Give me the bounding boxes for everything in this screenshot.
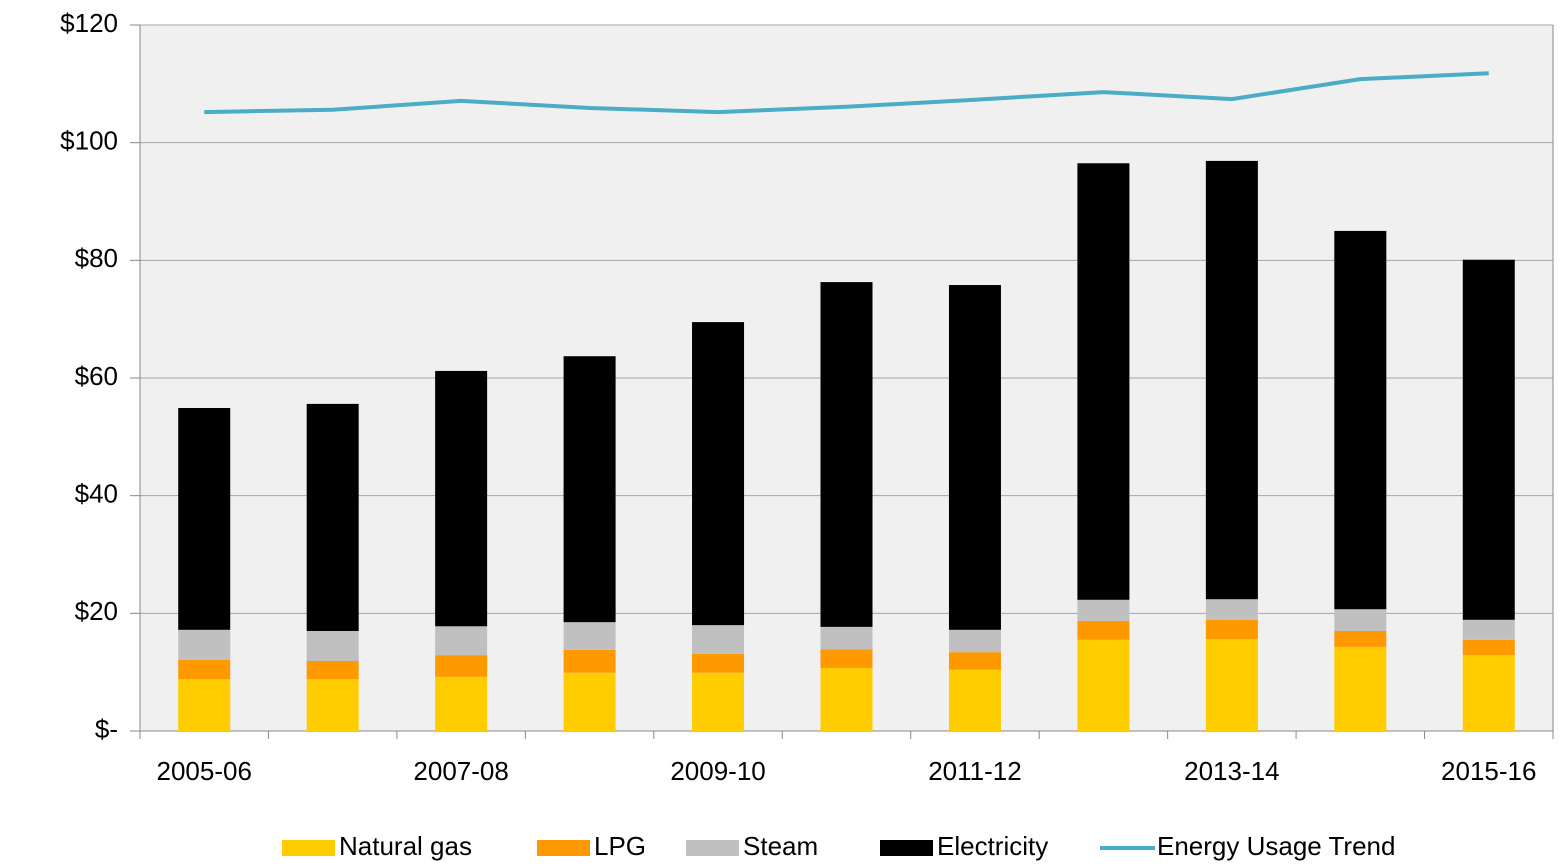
legend-label: Steam [743,831,818,861]
x-tick-label: 2009-10 [670,756,765,786]
y-tick-label: $40 [75,479,118,509]
bar-segment [1462,619,1515,640]
x-tick-label: 2007-08 [413,756,508,786]
legend-label: Energy Usage Trend [1157,831,1395,861]
legend-label: LPG [594,831,646,861]
x-tick-label: 2011-12 [928,756,1022,786]
legend-swatch [282,840,335,856]
bar-segment [1205,639,1258,731]
bar-segment [1334,609,1387,631]
y-tick-label: $80 [75,243,118,273]
y-tick-label: $- [95,714,118,744]
bar-segment [692,672,745,731]
bar-segment [435,370,488,627]
bar-segment [306,679,359,731]
bar-segment [435,655,488,677]
bar-segment [948,285,1001,630]
y-tick-label: $20 [75,596,118,626]
bar-segment [692,322,745,626]
bar-segment [1334,630,1387,647]
bar-segment [1077,163,1130,600]
legend-swatch [537,840,590,856]
bar-segment [1462,259,1515,620]
bar-segment [1462,639,1515,656]
bar-segment [178,408,231,630]
legend-label: Natural gas [339,831,472,861]
bar-segment [1334,230,1387,610]
y-tick-label: $120 [60,8,118,38]
bar-segment [1205,599,1258,620]
legend-label: Electricity [937,831,1048,861]
bar-segment [1077,639,1130,731]
bar-segment [1205,160,1258,600]
bar-segment [820,668,873,731]
y-tick-label: $60 [75,361,118,391]
trend-line [204,71,1489,115]
bar-segment [820,282,873,627]
bar-segment [1077,620,1130,640]
bar-segment [306,630,359,661]
bar-segment [563,649,616,673]
bar-segment [948,652,1001,670]
x-tick-label: 2005-06 [157,756,252,786]
bar-segment [178,659,231,680]
y-tick-label: $100 [60,126,118,156]
bar-segment [178,629,231,660]
bar-segment [948,669,1001,731]
bar-segment [435,676,488,731]
x-tick-label: 2015-16 [1441,756,1536,786]
legend-swatch [686,840,739,856]
bar-segment [563,622,616,650]
bar-segment [306,403,359,631]
bar-segment [1205,619,1258,640]
bar-segment [820,649,873,669]
x-tick-label: 2013-14 [1184,756,1279,786]
bar-segment [820,626,873,650]
bar-segment [692,625,745,654]
bar-segment [563,672,616,731]
bar-segment [178,679,231,731]
bar-segment [1077,599,1130,621]
legend-swatch [880,840,933,856]
bar-segment [306,660,359,680]
bar-segment [563,356,616,623]
bar-segment [1334,646,1387,731]
bar-segment [948,629,1001,653]
bar-segment [435,626,488,656]
bar-segment [692,653,745,673]
bar-segment [1462,655,1515,731]
